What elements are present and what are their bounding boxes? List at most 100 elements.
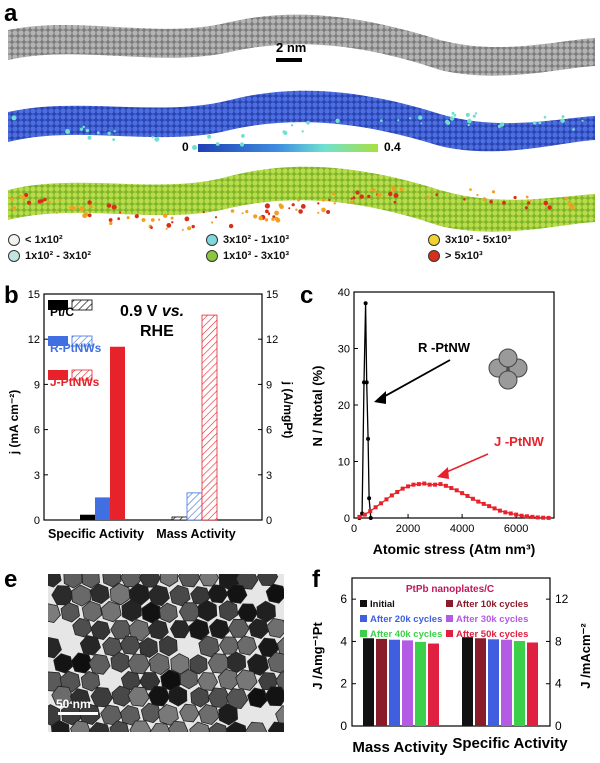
nanowire-stress	[8, 166, 595, 232]
data-point	[476, 499, 481, 504]
data-point	[362, 512, 367, 517]
y-tick-label-left: 3	[34, 470, 40, 482]
stress-speck	[350, 200, 354, 205]
stress-speck	[332, 192, 336, 196]
legend-swatch	[446, 600, 453, 607]
y-axis-label-left: j (mA cm⁻²)	[7, 390, 21, 456]
stress-speck	[55, 211, 58, 214]
bar-1-2	[488, 639, 499, 726]
nanoplate	[226, 721, 247, 732]
nanoplate	[226, 583, 248, 604]
stress-speck	[529, 200, 532, 203]
stress-speck	[352, 196, 356, 200]
strain-speck	[581, 119, 584, 122]
stress-speck	[317, 211, 320, 214]
bar-0-1	[376, 638, 387, 726]
stress-speck	[117, 217, 121, 221]
stress-speck	[431, 190, 434, 193]
nanoplate	[276, 636, 284, 655]
nanoplate	[149, 722, 171, 732]
y-axis-label-right: j (A/mgPt)	[281, 381, 295, 439]
data-point	[366, 436, 371, 441]
bar-0-3	[402, 640, 413, 726]
data-point	[433, 482, 438, 487]
stress-speck	[21, 195, 26, 200]
nanoplate	[218, 703, 239, 726]
nanoplate	[198, 635, 220, 658]
chart-b: 0 0 3 3 6 6 9 9 12 12 15 15 Specific Activity Mass Ac…	[7, 289, 295, 541]
legend-item: > 5x10³	[428, 250, 483, 262]
data-point	[481, 501, 486, 506]
strain-speck	[154, 136, 160, 142]
panel-label-b: b	[4, 282, 19, 309]
strain-speck	[418, 115, 423, 120]
strain-speck	[467, 123, 470, 127]
strain-speck	[467, 118, 472, 124]
nanoplate	[148, 619, 169, 640]
strain-speck	[500, 122, 505, 127]
legend-swatch	[446, 630, 453, 637]
stress-speck	[274, 210, 279, 216]
y-tick-label-right: 12	[555, 592, 569, 606]
stress-speck	[326, 210, 331, 214]
nanoplate	[157, 703, 179, 726]
stress-speck	[76, 204, 79, 208]
data-point	[497, 508, 502, 513]
strain-speck	[449, 116, 455, 121]
y-tick-label-right: 0	[266, 515, 272, 527]
x-category-label: Specific Activity	[452, 735, 568, 752]
nanoplate	[197, 599, 218, 622]
stress-speck	[502, 200, 506, 205]
stress-speck	[399, 187, 404, 192]
strain-speck	[151, 135, 154, 139]
data-point	[508, 511, 513, 516]
strain-speck	[474, 112, 478, 115]
data-point	[406, 484, 411, 489]
panel-a-figure	[8, 14, 595, 232]
x-tick-label: 0	[351, 523, 357, 535]
stress-speck	[392, 187, 397, 192]
nanoplate	[179, 668, 198, 690]
stress-speck	[321, 207, 326, 213]
chart-f: 0 2 4 6 0 4 8 12 PtPb nanoplates/C Initial After 1…	[310, 577, 593, 756]
stress-speck	[230, 209, 235, 213]
stress-speck	[202, 211, 205, 214]
bar-mass-1	[186, 492, 203, 521]
strain-speck	[497, 124, 501, 128]
stress-speck	[79, 206, 85, 212]
stress-speck	[119, 211, 122, 214]
legend-item: 1x10² - 3x10²	[8, 250, 91, 262]
y-tick-label-left: 0	[340, 719, 347, 733]
nanoplate	[53, 653, 74, 674]
annotation-part: 0.9 V	[120, 303, 162, 320]
legend-swatch	[360, 615, 367, 622]
strain-speck	[572, 128, 575, 131]
nanoplate	[100, 600, 122, 623]
strain-speck	[301, 130, 304, 133]
data-point	[363, 301, 368, 306]
stress-speck	[288, 207, 291, 210]
nanoplate	[167, 720, 189, 732]
legend-swatch-hatch	[71, 335, 93, 347]
legend-label: 3x10³ - 5x10³	[445, 234, 512, 246]
data-point	[460, 491, 465, 496]
y-tick-label: 40	[338, 287, 350, 299]
stress-speck	[482, 197, 487, 202]
stress-speck	[150, 226, 153, 230]
stress-speck	[300, 204, 306, 209]
nanoplate	[147, 685, 171, 707]
nanoplate	[267, 721, 284, 732]
stress-speck	[258, 216, 263, 221]
strain-speck	[79, 127, 84, 131]
annotation-line1: 0.9 V vs.	[120, 303, 184, 320]
stress-speck	[543, 200, 549, 206]
series-line-0	[358, 303, 372, 519]
nanoplate	[169, 584, 191, 607]
chart-c: 0 10 20 30 40 0 2000 4000 6000 R -PtNW J -PtNW Atom…	[310, 287, 555, 557]
x-axis-label: Atomic stress (Atm nm³)	[373, 541, 536, 557]
x-category-label: Mass Activity	[156, 527, 235, 541]
nanoplate	[179, 703, 200, 723]
data-point	[535, 515, 540, 520]
strain-speck	[85, 128, 90, 133]
stress-speck	[58, 198, 61, 201]
